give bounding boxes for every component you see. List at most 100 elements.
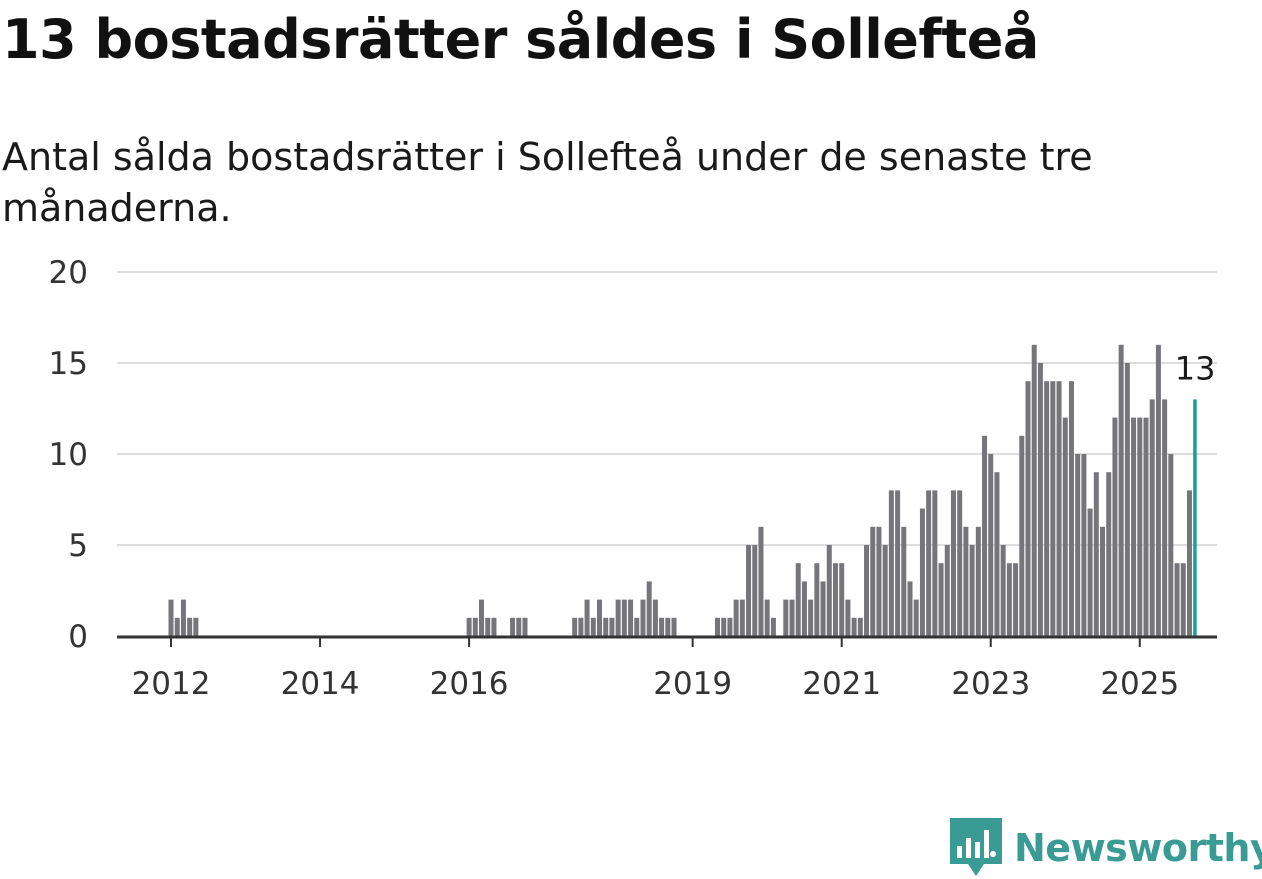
bar <box>715 617 720 636</box>
bar <box>1168 454 1174 636</box>
bar <box>764 599 770 636</box>
bar <box>1137 417 1143 636</box>
bar <box>814 563 820 636</box>
bar <box>646 581 652 636</box>
bar <box>789 599 795 636</box>
bar <box>640 599 646 636</box>
bar <box>1162 399 1168 636</box>
bar <box>895 490 901 636</box>
bar <box>1013 563 1019 636</box>
bar <box>621 599 627 636</box>
bar <box>845 599 851 636</box>
bar <box>746 545 752 636</box>
bar <box>634 617 640 636</box>
bar <box>851 617 857 636</box>
bar <box>1087 508 1093 636</box>
bar <box>671 617 677 636</box>
bar <box>1112 417 1118 636</box>
bar <box>1149 399 1155 636</box>
bar <box>975 526 981 636</box>
bar <box>938 563 944 636</box>
bar <box>652 599 658 636</box>
bar <box>516 617 522 636</box>
bar-chart-speech-bubble-icon <box>950 818 1002 876</box>
bar <box>721 617 727 636</box>
bar <box>1100 526 1106 636</box>
bar <box>603 617 609 636</box>
bar <box>1044 381 1050 636</box>
y-axis-ticks: 0 5 10 15 20 <box>49 255 88 655</box>
bar <box>926 490 932 636</box>
bar <box>826 545 832 636</box>
bar <box>174 617 180 636</box>
bar <box>1062 417 1068 636</box>
bar <box>1081 454 1087 636</box>
bar <box>1000 545 1006 636</box>
bar <box>876 526 882 636</box>
bar <box>758 526 764 636</box>
bar <box>1006 563 1012 636</box>
bar <box>522 617 528 636</box>
x-axis-ticks: 2012 2014 2016 2019 2021 2023 2025 <box>132 637 1179 702</box>
bar <box>969 545 975 636</box>
bar <box>913 599 919 636</box>
bar <box>839 563 845 636</box>
brand-name: Newsworthy <box>1014 826 1262 870</box>
bar <box>1093 472 1099 636</box>
bar <box>609 617 615 636</box>
y-tick-label: 15 <box>49 346 88 382</box>
bar <box>1019 435 1025 636</box>
bar <box>193 617 199 636</box>
bar <box>472 617 478 636</box>
bar <box>832 563 838 636</box>
bar <box>1037 363 1043 636</box>
bar <box>783 599 789 636</box>
bar <box>572 617 578 636</box>
bar <box>1118 344 1124 636</box>
bar <box>801 581 807 636</box>
bar <box>1025 381 1031 636</box>
bar <box>168 599 174 636</box>
bar <box>888 490 894 636</box>
bar-latest <box>1193 399 1197 636</box>
bar <box>950 490 956 636</box>
bar <box>882 545 888 636</box>
bar <box>491 617 497 636</box>
bar <box>466 617 472 636</box>
x-tick-label: 2014 <box>281 666 360 702</box>
bar <box>1050 381 1056 636</box>
y-tick-label: 0 <box>68 619 88 655</box>
bar <box>479 599 485 636</box>
x-tick-label: 2021 <box>802 666 881 702</box>
bar <box>1068 381 1074 636</box>
bar <box>907 581 913 636</box>
bar <box>187 617 193 636</box>
bar <box>578 617 584 636</box>
bars: 13 <box>168 344 1216 636</box>
chart-title: 13 bostadsrätter såldes i Sollefteå <box>2 8 1039 71</box>
newsworthy-logo: Newsworthy <box>950 818 1262 878</box>
bar <box>597 599 603 636</box>
bar <box>1180 563 1186 636</box>
bar <box>957 490 963 636</box>
bar <box>1056 381 1062 636</box>
bar <box>988 454 994 636</box>
x-tick-label: 2025 <box>1100 666 1179 702</box>
bar <box>739 599 745 636</box>
y-tick-label: 10 <box>49 437 88 473</box>
bar <box>1131 417 1137 636</box>
bar <box>944 545 950 636</box>
bar <box>901 526 907 636</box>
bar <box>864 545 870 636</box>
bar <box>628 599 634 636</box>
bar <box>1174 563 1180 636</box>
bar <box>590 617 596 636</box>
x-tick-label: 2023 <box>951 666 1030 702</box>
bar <box>932 490 938 636</box>
bar <box>1075 454 1081 636</box>
bar <box>857 617 863 636</box>
bar <box>963 526 969 636</box>
bar <box>982 435 988 636</box>
bar <box>752 545 758 636</box>
